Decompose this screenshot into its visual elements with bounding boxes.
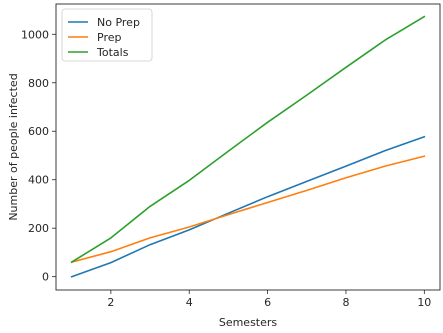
series-line-2 [70, 15, 426, 264]
y-tick-label: 600 [28, 125, 49, 138]
legend: No Prep Prep Totals [61, 8, 153, 62]
plot-frame [55, 3, 441, 291]
x-axis-ticks: 2 4 6 8 10 [107, 290, 431, 309]
y-axis-label: Number of people infected [7, 73, 20, 220]
x-tick-label: 8 [342, 296, 349, 309]
x-axis-label: Semesters [219, 316, 278, 329]
y-tick-label: 800 [28, 77, 49, 90]
series-line-0 [70, 135, 426, 278]
y-tick-label: 200 [28, 222, 49, 235]
series-line-1 [70, 155, 426, 264]
y-tick-label: 0 [42, 271, 49, 284]
y-axis-ticks: 0 200 400 600 800 1000 [21, 28, 56, 284]
x-tick-label: 6 [264, 296, 271, 309]
x-tick-label: 10 [417, 296, 431, 309]
series-layer [70, 15, 426, 278]
y-tick-label: 400 [28, 174, 49, 187]
x-tick-label: 2 [107, 296, 114, 309]
legend-label-1: Prep [97, 31, 121, 44]
y-tick-label: 1000 [21, 28, 49, 41]
legend-label-0: No Prep [97, 16, 140, 29]
x-tick-label: 4 [186, 296, 193, 309]
legend-label-2: Totals [96, 46, 129, 59]
